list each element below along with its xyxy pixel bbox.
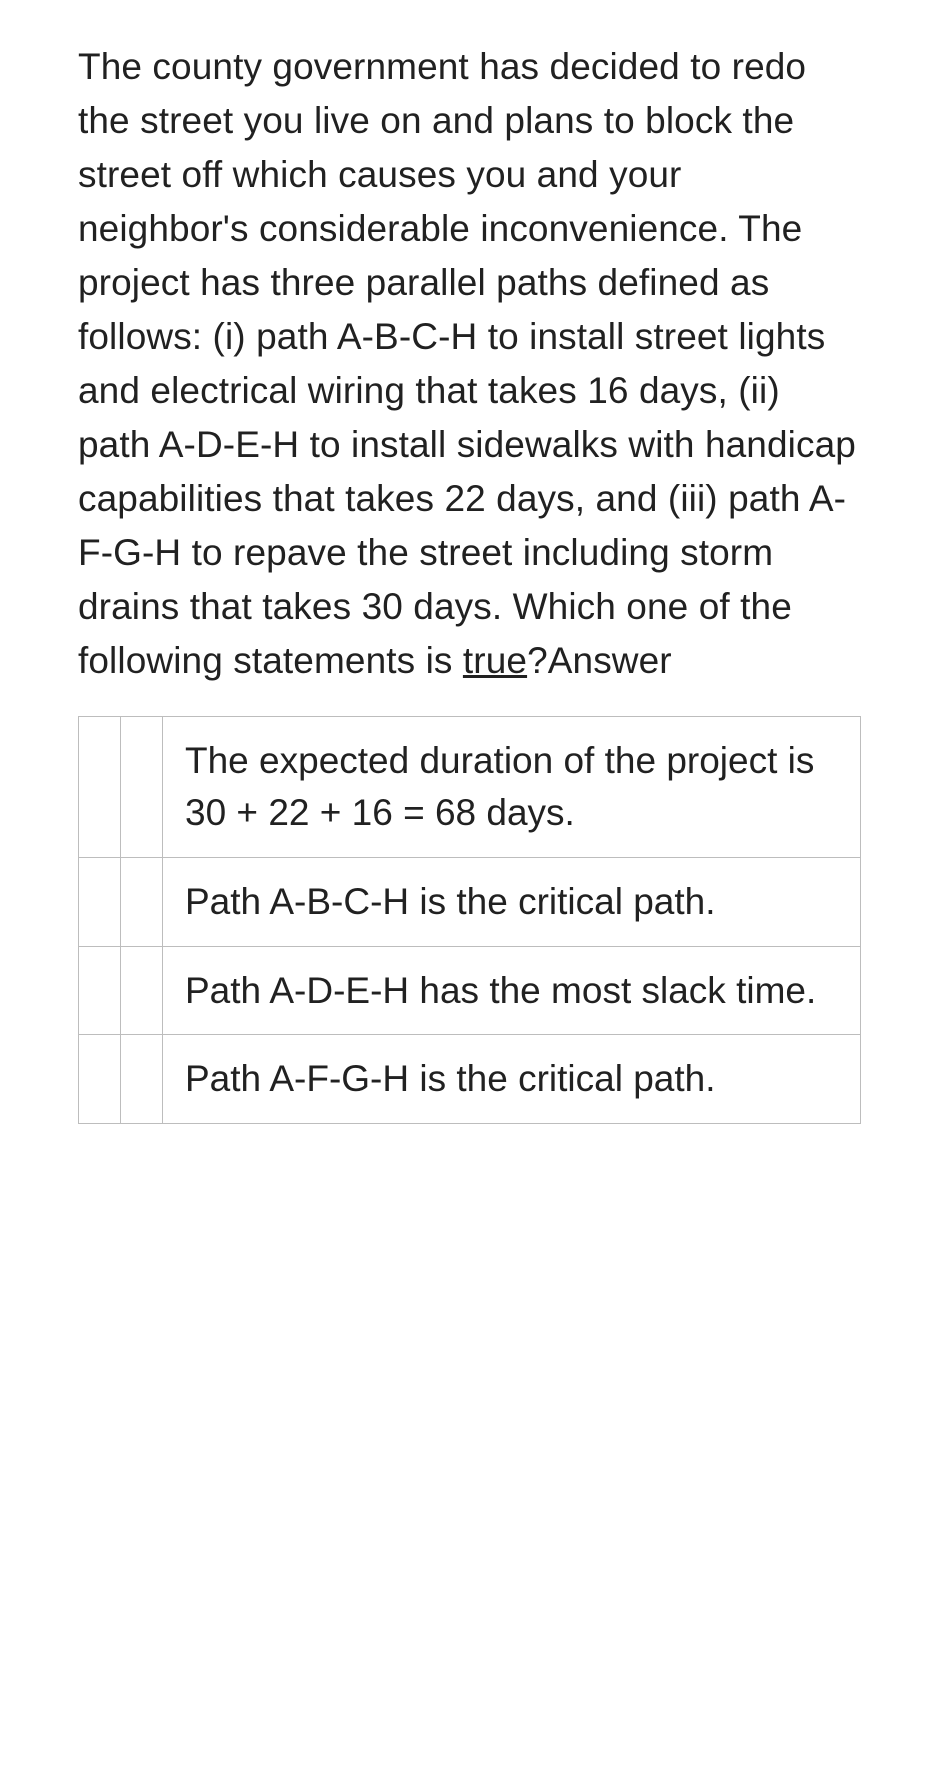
table-row: Path A-B-C-H is the critical path. bbox=[79, 857, 861, 946]
answer-text-cell: The expected duration of the project is … bbox=[163, 717, 861, 858]
answer-text-cell: Path A-D-E-H has the most slack time. bbox=[163, 946, 861, 1035]
page: The county government has decided to red… bbox=[0, 0, 940, 1184]
answer-selector-cell[interactable] bbox=[79, 717, 121, 858]
answer-text-cell: Path A-F-G-H is the critical path. bbox=[163, 1035, 861, 1124]
answer-table: The expected duration of the project is … bbox=[78, 716, 861, 1124]
question-post: ?Answer bbox=[527, 640, 672, 681]
answer-spacer-cell bbox=[121, 857, 163, 946]
question-underlined: true bbox=[463, 640, 527, 681]
answer-spacer-cell bbox=[121, 1035, 163, 1124]
question-text: The county government has decided to red… bbox=[78, 40, 862, 688]
table-row: Path A-D-E-H has the most slack time. bbox=[79, 946, 861, 1035]
table-row: Path A-F-G-H is the critical path. bbox=[79, 1035, 861, 1124]
table-row: The expected duration of the project is … bbox=[79, 717, 861, 858]
answer-spacer-cell bbox=[121, 717, 163, 858]
question-pre: The county government has decided to red… bbox=[78, 46, 856, 681]
answer-selector-cell[interactable] bbox=[79, 1035, 121, 1124]
answer-text-cell: Path A-B-C-H is the critical path. bbox=[163, 857, 861, 946]
answer-spacer-cell bbox=[121, 946, 163, 1035]
answer-selector-cell[interactable] bbox=[79, 857, 121, 946]
answer-selector-cell[interactable] bbox=[79, 946, 121, 1035]
